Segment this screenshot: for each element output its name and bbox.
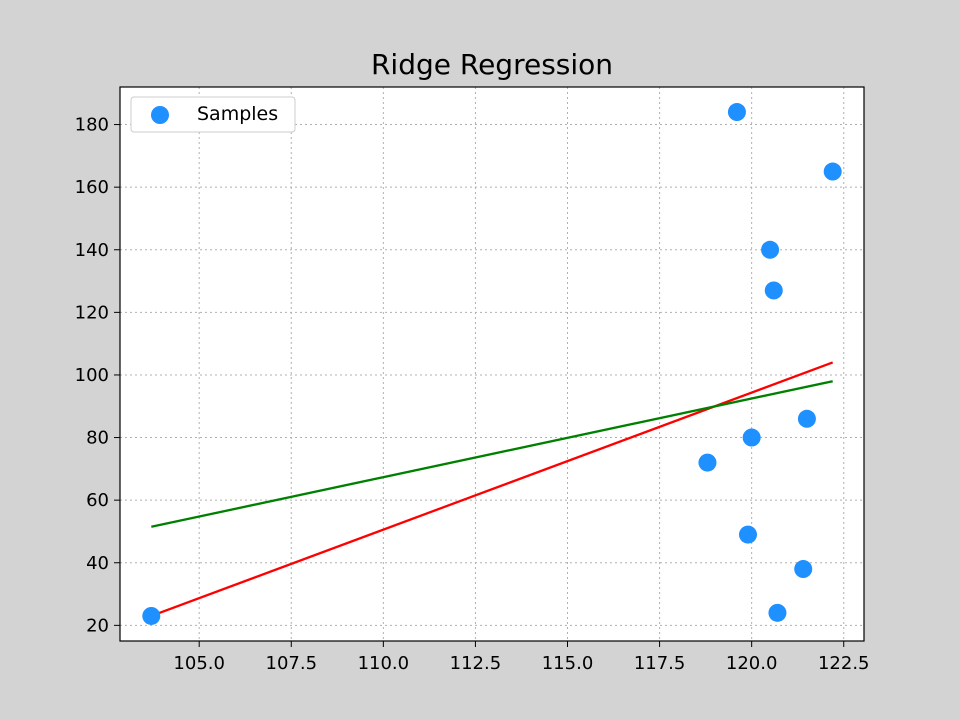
- sample-point: [742, 428, 761, 447]
- sample-point: [698, 453, 717, 472]
- x-tick-label: 115.0: [542, 653, 594, 674]
- legend-box: [130, 96, 296, 133]
- regression-lines: [150, 361, 834, 618]
- x-axis-ticks: 105.0 107.5 110.0 112.5 115.0 117.5 120.0 122.5: [173, 641, 870, 674]
- y-axis-ticks: 20 40 60 80 100 120 140 160 180: [75, 115, 120, 636]
- sample-point: [727, 103, 746, 122]
- x-tick-label: 122.5: [818, 653, 870, 674]
- y-tick-label: 160: [75, 177, 109, 198]
- sample-point: [823, 162, 842, 181]
- chart-title: Ridge Regression: [371, 48, 613, 81]
- y-tick-label: 20: [86, 615, 109, 636]
- sample-point: [761, 240, 780, 259]
- x-tick-label: 107.5: [266, 653, 318, 674]
- sample-point: [764, 281, 783, 300]
- x-tick-label: 110.0: [358, 653, 410, 674]
- sample-point: [738, 525, 757, 544]
- y-tick-label: 100: [75, 365, 109, 386]
- x-tick-label: 105.0: [173, 653, 225, 674]
- legend-label: Samples: [197, 103, 278, 125]
- x-tick-label: 112.5: [450, 653, 502, 674]
- sample-point: [797, 409, 816, 428]
- x-tick-label: 120.0: [726, 653, 778, 674]
- sample-point: [142, 606, 161, 625]
- plot-area: [120, 87, 864, 641]
- legend: Samples: [130, 96, 296, 133]
- sample-points: [142, 103, 842, 625]
- y-tick-label: 180: [75, 115, 109, 136]
- x-tick-label: 117.5: [634, 653, 686, 674]
- regression-line: [151, 380, 833, 528]
- y-tick-label: 40: [86, 553, 109, 574]
- grid-lines: [120, 87, 864, 641]
- sample-point: [768, 603, 787, 622]
- legend-marker: [151, 106, 169, 124]
- y-tick-label: 120: [75, 302, 109, 323]
- sample-point: [794, 560, 813, 579]
- y-tick-label: 140: [75, 240, 109, 261]
- y-tick-label: 80: [86, 428, 109, 449]
- plot-frame: [119, 86, 865, 642]
- y-tick-label: 60: [86, 490, 109, 511]
